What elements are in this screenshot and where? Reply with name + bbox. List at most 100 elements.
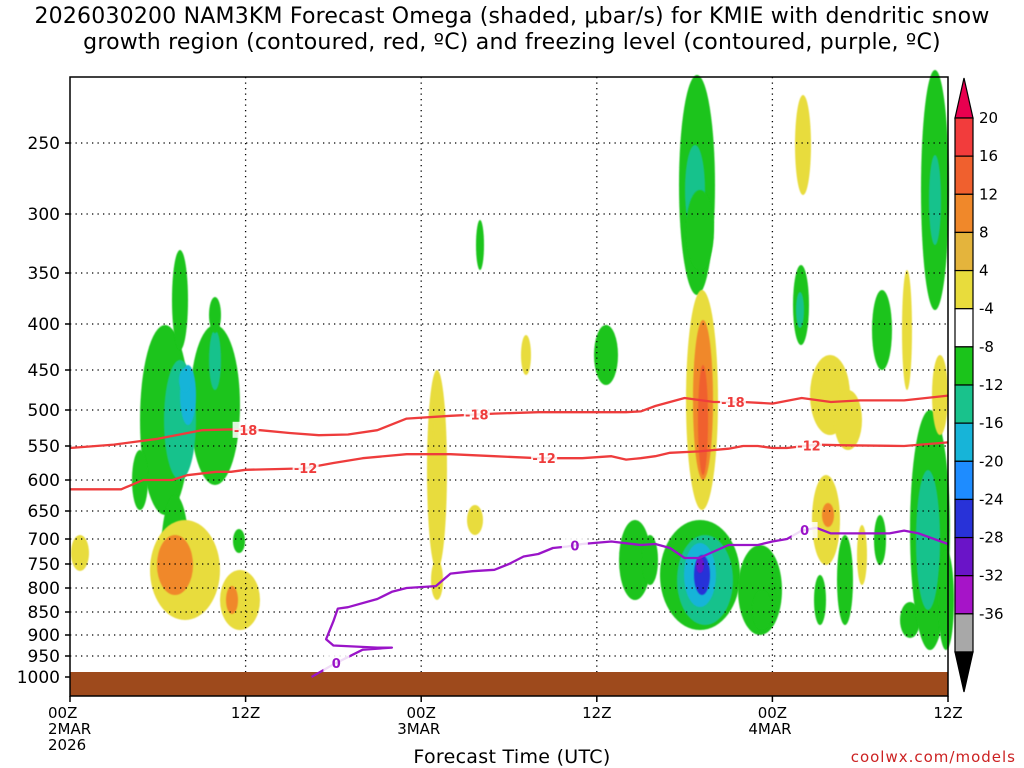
colorbar-box-1 — [954, 155, 974, 195]
omega-cell-56 — [916, 470, 940, 610]
contour-label-freezing-level-1: 0 — [570, 539, 579, 554]
omega-cell-50 — [902, 270, 912, 390]
y-tick-label-1000: 1000 — [17, 668, 60, 688]
omega-cell-37 — [752, 590, 772, 630]
omega-cell-20 — [467, 505, 483, 535]
omega-cell-43 — [834, 390, 862, 450]
colorbar-label-6: -8 — [979, 338, 994, 356]
omega-cell-42 — [820, 375, 840, 415]
omega-cell-48 — [814, 575, 826, 625]
y-tick-label-950: 950 — [28, 647, 60, 667]
contour-label-bg-freezing-level-2 — [791, 522, 818, 539]
omega-cell-4 — [132, 450, 148, 510]
omega-cell-49 — [874, 515, 886, 565]
contour-label-bg-minus-12-1 — [531, 450, 558, 467]
x-tick-label-4-1: 4MAR — [748, 720, 791, 738]
y-tick-label-500: 500 — [28, 401, 60, 421]
colorbar-label-9: -20 — [979, 452, 1004, 470]
terrain-layer — [70, 672, 948, 696]
contour-label-minus-18-0: -18 — [234, 424, 258, 439]
x-tick-label-1-0: 12Z — [231, 704, 260, 722]
colorbar-box-11 — [954, 536, 974, 577]
contour-label-bg-minus-18-2 — [719, 394, 746, 410]
y-tick-label-700: 700 — [28, 530, 60, 550]
colorbar-box-4 — [954, 269, 974, 310]
omega-cell-7 — [209, 330, 221, 390]
omega-cell-58 — [938, 550, 954, 650]
x-tick-label-0-2: 2026 — [48, 736, 86, 754]
plot-border — [69, 76, 949, 697]
omega-cell-18 — [433, 380, 443, 460]
colorbar-box-8 — [954, 422, 974, 462]
colorbar-label-5: -4 — [979, 300, 994, 318]
x-tick-label-5-0: 12Z — [933, 704, 962, 722]
colorbar-label-10: -24 — [979, 490, 1004, 508]
contour-label-bg-minus-12-2 — [795, 437, 822, 454]
colorbar: 20 16 12 8 4 -4 -8 -12 -16 -20 -24 -28 -32 -36 — [954, 77, 1004, 693]
omega-cell-45 — [822, 503, 834, 527]
y-tick-label-750: 750 — [28, 555, 60, 575]
colorbar-box-12 — [954, 575, 974, 615]
omega-cell-34 — [619, 520, 651, 600]
omega-cell-54 — [929, 155, 941, 245]
colorbar-box-3 — [954, 231, 974, 272]
contour-minus-12 — [70, 441, 949, 491]
x-tick-label-0-0: 00Z — [48, 704, 77, 722]
contour-label-bg-freezing-level-1 — [561, 537, 588, 554]
y-tick-label-450: 450 — [28, 361, 60, 381]
y-tick-label-550: 550 — [28, 437, 60, 457]
y-tick-label-400: 400 — [28, 315, 60, 335]
x-tick-label-2-1: 3MAR — [397, 720, 440, 738]
y-tick-label-300: 300 — [28, 205, 60, 225]
omega-cell-1 — [172, 250, 188, 350]
colorbar-label-11: -28 — [979, 529, 1004, 547]
contour-label-bg-minus-12-0 — [292, 460, 319, 477]
omega-cell-9 — [179, 368, 191, 392]
plot-frame — [69, 76, 949, 697]
omega-cell-13 — [157, 535, 193, 595]
contour-label-minus-12-0: -12 — [294, 462, 318, 477]
contour-label-freezing-level-2: 0 — [800, 524, 809, 539]
colorbar-label-0: 20 — [979, 109, 998, 127]
contour-label-minus-18-2: -18 — [721, 396, 745, 411]
colorbar-label-4: 4 — [979, 262, 989, 280]
credit-link[interactable]: coolwx.com/models — [850, 748, 1016, 766]
colorbar-box-13 — [954, 613, 974, 653]
contour-layer: 0 0 0 -12 -12 -12 -18 -18 -18 — [69, 394, 949, 678]
omega-shading-layer — [71, 70, 954, 650]
colorbar-label-1: 16 — [979, 147, 998, 165]
omega-cell-33 — [696, 557, 704, 573]
colorbar-label-13: -36 — [979, 605, 1004, 623]
omega-cell-2 — [190, 325, 240, 485]
omega-cell-40 — [796, 292, 804, 328]
omega-cell-57 — [932, 355, 948, 435]
omega-cell-10 — [233, 529, 245, 553]
y-tick-label-900: 900 — [28, 626, 60, 646]
colorbar-label-7: -12 — [979, 376, 1004, 394]
colorbar-box-0 — [954, 117, 974, 157]
contour-label-minus-18-1: -18 — [465, 408, 489, 423]
omega-cell-52 — [900, 602, 920, 638]
x-tick-label-4-0: 00Z — [758, 704, 787, 722]
y-axis: 250 300 350 400 450 500 550 600 650 700 750 800 850 9… — [17, 134, 70, 688]
omega-cell-51 — [872, 290, 892, 370]
contour-label-freezing-level-0: 0 — [332, 657, 341, 672]
omega-cell-17 — [431, 560, 443, 600]
colorbar-box-9 — [954, 460, 974, 501]
y-tick-label-250: 250 — [28, 134, 60, 154]
y-tick-label-600: 600 — [28, 471, 60, 491]
contour-label-minus-12-1: -12 — [532, 452, 556, 467]
y-tick-label-850: 850 — [28, 603, 60, 623]
omega-cell-46 — [837, 535, 853, 625]
colorbar-box-7 — [954, 384, 974, 424]
contour-label-bg-minus-18-0 — [232, 421, 259, 438]
y-tick-label-800: 800 — [28, 579, 60, 599]
colorbar-top-arrow — [954, 77, 974, 119]
colorbar-box-6 — [954, 346, 974, 386]
chart-title-line1: 2026030200 NAM3KM Forecast Omega (shaded… — [34, 4, 990, 29]
colorbar-label-3: 8 — [979, 223, 989, 241]
x-tick-label-3-0: 12Z — [582, 704, 611, 722]
x-axis-label: Forecast Time (UTC) — [413, 746, 611, 768]
chart-title-line2: growth region (contoured, red, ºC) and f… — [83, 30, 941, 55]
